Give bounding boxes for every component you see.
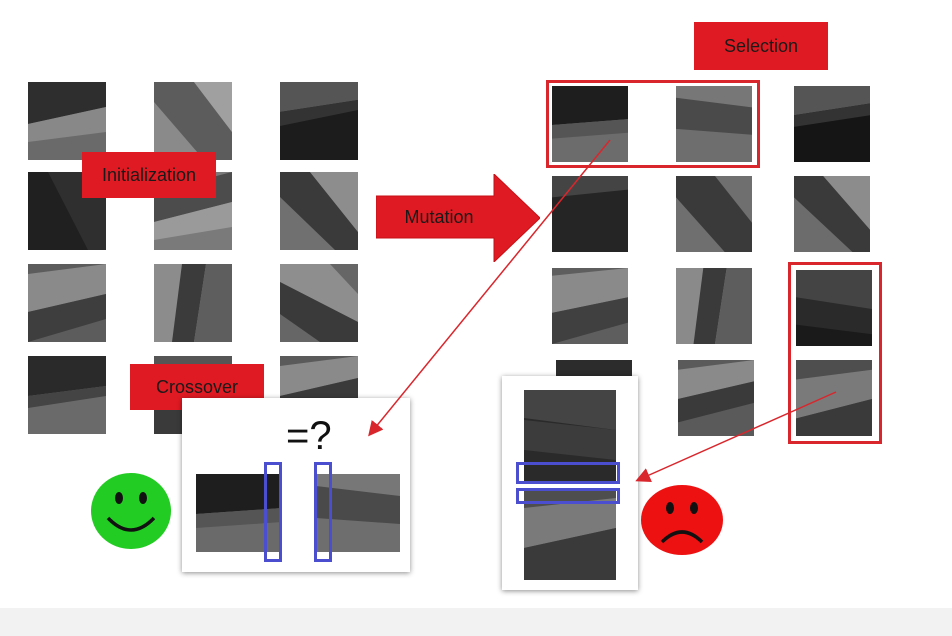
selection-highlight-right: [788, 262, 882, 444]
initial-tile: [280, 264, 358, 342]
crossover-edge-highlight-left: [264, 462, 282, 562]
selection-label: Selection: [694, 22, 828, 70]
population-tile: [676, 268, 752, 344]
equals-question-text: =?: [286, 414, 332, 458]
initial-tile: [280, 82, 358, 160]
population-tile: [678, 360, 754, 436]
compare-edge-highlight-bottom: [516, 488, 620, 504]
initial-tile: [280, 172, 358, 250]
initialization-label: Initialization: [82, 152, 216, 198]
population-tile: [794, 176, 870, 252]
compare-edge-highlight-top: [516, 462, 620, 484]
mutation-label: Mutation: [404, 206, 474, 227]
smiley-face-icon: [91, 473, 171, 549]
frowning-face-icon: [641, 485, 723, 555]
initial-tile: [28, 264, 106, 342]
selected-tile: [676, 86, 752, 162]
population-tile: [552, 176, 628, 252]
initial-tile: [154, 82, 232, 160]
initial-tile: [28, 356, 106, 434]
initial-tile: [154, 264, 232, 342]
selected-tile: [796, 270, 872, 346]
crossover-panel: =?: [182, 398, 410, 572]
crossover-edge-highlight-right: [314, 462, 332, 562]
population-tile: [676, 176, 752, 252]
crossover-left-tile: [196, 474, 282, 552]
population-tile: [552, 268, 628, 344]
selection-highlight-top: [546, 80, 760, 168]
selection-compare-panel: [502, 376, 638, 590]
population-tile: [794, 86, 870, 162]
initial-tile: [28, 82, 106, 160]
bottom-band: [0, 608, 952, 636]
